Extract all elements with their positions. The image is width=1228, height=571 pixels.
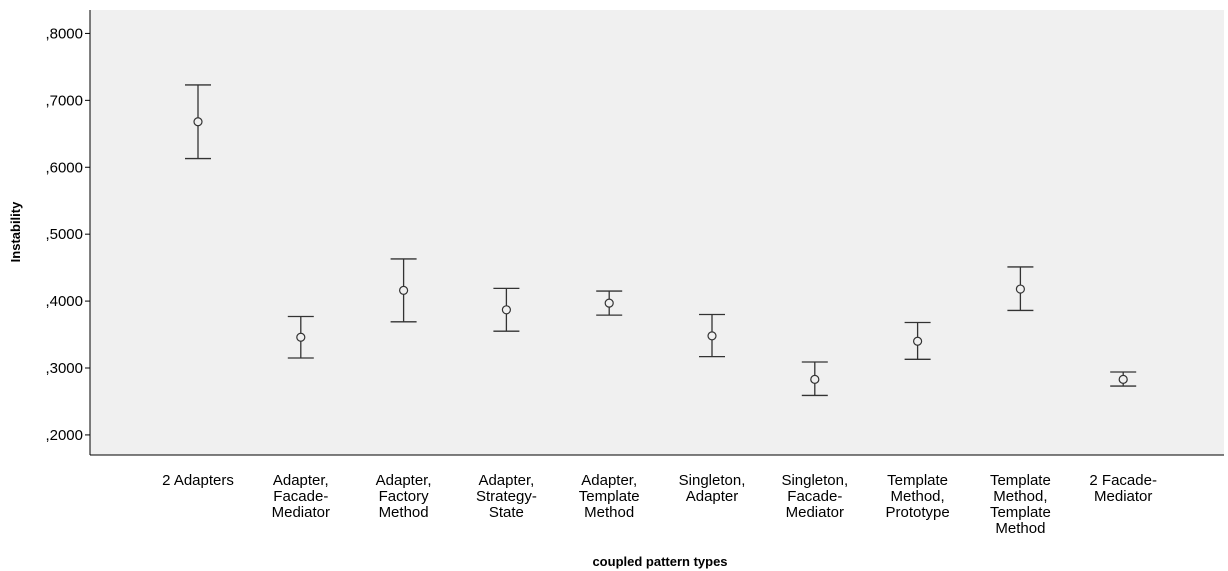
x-category-label: Singleton, Facade-Mediator xyxy=(781,472,848,521)
y-tick-label: ,3000 xyxy=(45,360,83,377)
x-category-label-line: Adapter, xyxy=(376,472,432,489)
x-category-label-line: Adapter, xyxy=(478,472,534,489)
y-axis-title: Instability xyxy=(8,201,23,262)
mean-point xyxy=(193,117,203,127)
x-category-label-line: Singleton, xyxy=(781,472,848,489)
x-category-label-line: Template xyxy=(990,472,1051,489)
x-category-label-line: Method xyxy=(379,504,429,521)
mean-point xyxy=(1118,374,1128,384)
y-axis: ,2000 ,3000 ,4000 ,5000 ,6000 ,7000 ,8000 xyxy=(45,10,91,455)
x-category-label: Template Method, Prototype xyxy=(885,472,949,521)
mean-point xyxy=(399,285,409,295)
x-category-label: Adapter, Factory Method xyxy=(376,472,432,521)
x-category-label-line: Method, xyxy=(993,488,1047,505)
x-category-label-line: Adapter, xyxy=(581,472,637,489)
x-category-label-line: Mediator xyxy=(786,504,844,521)
x-category-label-line: 2 Adapters xyxy=(162,472,234,489)
x-category-label-line: Mediator xyxy=(1094,488,1152,505)
x-category-label-line: Singleton, xyxy=(679,472,746,489)
y-tick-label: ,6000 xyxy=(45,159,83,176)
x-category-label-line: Mediator xyxy=(272,504,330,521)
mean-point xyxy=(810,374,820,384)
y-tick-label: ,8000 xyxy=(45,25,83,42)
y-tick-label: ,4000 xyxy=(45,293,83,310)
mean-point xyxy=(296,332,306,342)
x-category-label-line: Factory xyxy=(379,488,430,505)
plot-area xyxy=(90,10,1224,455)
x-category-label-line: Template xyxy=(887,472,948,489)
mean-point xyxy=(1015,284,1026,294)
x-category-label-line: Method, xyxy=(890,488,944,505)
x-category-label-line: Facade- xyxy=(273,488,328,505)
x-category-label: Template Method, Template Method xyxy=(990,472,1051,537)
x-axis: 2 Adapters Adapter, Facade-MediatorAdapter… xyxy=(90,454,1224,537)
x-category-label: Singleton, Adapter xyxy=(679,472,746,505)
x-category-label-line: Method xyxy=(995,520,1045,537)
x-category-label-line: Template xyxy=(579,488,640,505)
mean-point xyxy=(604,298,614,308)
x-category-label-line: 2 Facade- xyxy=(1089,472,1157,489)
x-category-label-line: State xyxy=(489,504,524,521)
x-category-label-line: Template xyxy=(990,504,1051,521)
x-axis-title: coupled pattern types xyxy=(592,554,727,569)
x-category-label-line: Method xyxy=(584,504,634,521)
x-category-label-line: Facade- xyxy=(787,488,842,505)
error-bars xyxy=(185,84,1137,397)
mean-point xyxy=(912,336,923,346)
mean-point xyxy=(501,305,511,315)
x-category-label: Adapter, Strategy-State xyxy=(476,472,537,521)
x-category-label: Adapter, Facade-Mediator xyxy=(272,472,330,521)
x-category-label: Adapter, Template Method xyxy=(579,472,640,521)
x-category-label-line: Strategy- xyxy=(476,488,537,505)
mean-point xyxy=(707,331,717,341)
y-tick-label: ,7000 xyxy=(45,92,83,109)
y-tick-label: ,2000 xyxy=(45,427,83,444)
x-category-label-line: Adapter, xyxy=(273,472,329,489)
x-category-label-line: Prototype xyxy=(885,504,949,521)
y-tick-label: ,5000 xyxy=(45,226,83,243)
x-category-label-line: Adapter xyxy=(686,488,739,505)
x-category-label: 2 Adapters xyxy=(162,472,234,489)
x-category-label: 2 Facade-Mediator xyxy=(1089,472,1157,505)
